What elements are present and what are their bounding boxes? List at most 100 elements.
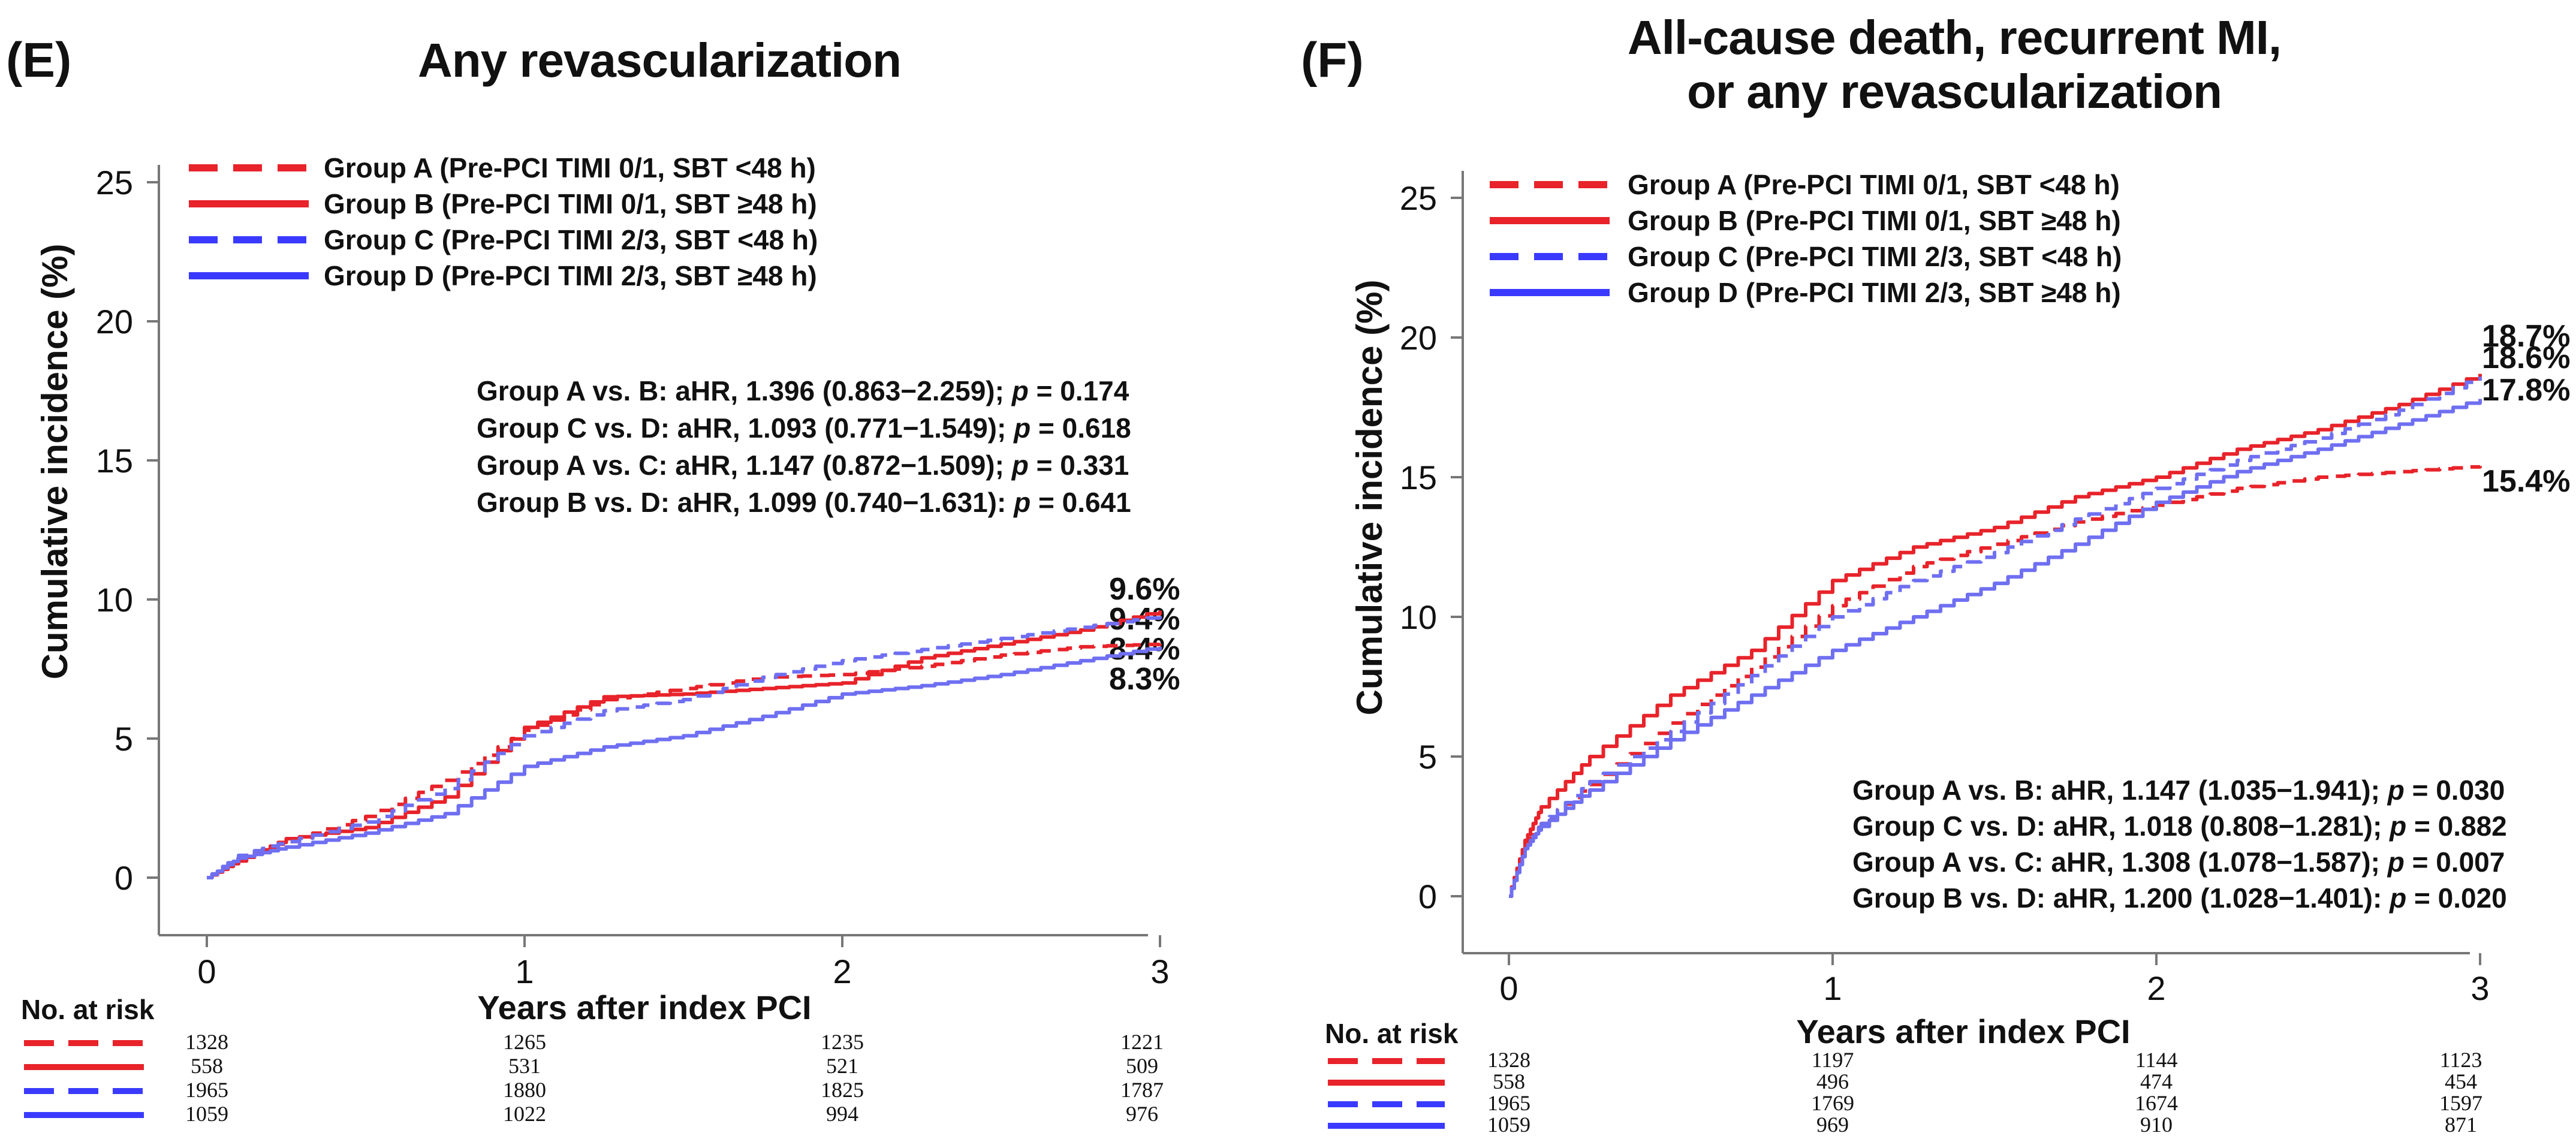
panel-f-yticks: 0 5 10 15 20 25 — [1400, 179, 1463, 915]
panel-f-risk-cell: 910 — [2140, 1113, 2173, 1137]
panel-f-letter: (F) — [1301, 33, 1364, 88]
panel-e-legend: Group A (Pre-PCI TIMI 0/1, SBT <48 h) Gr… — [189, 152, 818, 291]
panel-f-stat-1: Group C vs. D: aHR, 1.018 (0.808−1.281);… — [1852, 810, 2507, 842]
panel-f-end-labels: 18.7% 18.6% 17.8% 15.4% — [2482, 319, 2570, 499]
panel-f-legend-label-d: Group D (Pre-PCI TIMI 2/3, SBT ≥48 h) — [1628, 277, 2121, 308]
panel-f-risk-cell: 558 — [1493, 1069, 1525, 1093]
panel-e-xtick-0: 0 — [197, 953, 216, 990]
panel-e-xtick-1: 1 — [515, 953, 534, 990]
panel-f-legend: Group A (Pre-PCI TIMI 0/1, SBT <48 h) Gr… — [1490, 169, 2122, 308]
panel-f-xtick-2: 2 — [2147, 969, 2165, 1007]
panel-e-risk-cell: 976 — [1126, 1102, 1158, 1126]
panel-f-risk-cell: 969 — [1816, 1113, 1849, 1137]
panel-f-series-line-group-d — [1509, 399, 2482, 898]
panel-f: (F) All-cause death, recurrent MI, or an… — [1301, 11, 2570, 1137]
panel-e-stat-2: Group A vs. C: aHR, 1.147 (0.872−1.509);… — [477, 450, 1129, 481]
panel-e-ytick-25: 25 — [96, 164, 133, 201]
panel-f-ylabel: Cumulative incidence (%) — [1349, 280, 1390, 716]
panel-e-end-labels: 9.6% 9.4% 8.4% 8.3% — [1109, 572, 1180, 697]
panel-e-risk-cell: 509 — [1126, 1054, 1158, 1078]
panel-e-series-line-group-d — [207, 646, 1162, 879]
panel-f-ytick-5: 5 — [1418, 738, 1437, 776]
panel-f-series-line-group-c — [1509, 376, 2482, 898]
panel-e-risk-cell: 531 — [508, 1054, 541, 1078]
panel-e-stats: Group A vs. B: aHR, 1.396 (0.863−2.259);… — [477, 375, 1131, 518]
panel-f-risk-cell: 1597 — [2439, 1091, 2482, 1115]
panel-e-end-label-3: 8.3% — [1109, 662, 1180, 697]
panel-e-risk-title: No. at risk — [21, 994, 155, 1025]
panel-e-xtick-2: 2 — [833, 953, 851, 990]
panel-e-risk-table: No. at risk 1328 1265 1235 1221 558 531 … — [21, 994, 1164, 1126]
panel-f-risk-cell: 1674 — [2135, 1091, 2178, 1115]
panel-f-risk-table: No. at risk 1328 1197 1144 1123 558 496 … — [1325, 1018, 2482, 1137]
panel-e-yticks: 0 5 10 15 20 25 — [96, 164, 159, 897]
panel-f-stat-3: Group B vs. D: aHR, 1.200 (1.028−1.401):… — [1852, 882, 2507, 914]
panel-f-risk-cell: 1328 — [1487, 1048, 1530, 1072]
panel-e-risk-cell: 1880 — [503, 1078, 546, 1102]
panel-e-legend-label-d: Group D (Pre-PCI TIMI 2/3, SBT ≥48 h) — [324, 260, 817, 291]
panel-f-risk-cell: 1197 — [1812, 1048, 1854, 1072]
panel-e-risk-cell: 1787 — [1120, 1078, 1164, 1102]
panel-f-ytick-15: 15 — [1400, 459, 1437, 496]
panel-f-legend-label-b: Group B (Pre-PCI TIMI 0/1, SBT ≥48 h) — [1628, 205, 2121, 236]
panel-f-series-line-group-b — [1509, 373, 2482, 898]
panel-e-risk-cell: 1265 — [503, 1030, 546, 1054]
panel-f-stat-0: Group A vs. B: aHR, 1.147 (1.035−1.941);… — [1852, 775, 2505, 806]
panel-f-risk-cell: 454 — [2445, 1069, 2477, 1093]
panel-f-legend-label-c: Group C (Pre-PCI TIMI 2/3, SBT <48 h) — [1628, 241, 2122, 272]
panel-f-curves — [1509, 373, 2482, 898]
panel-f-xtick-0: 0 — [1499, 969, 1518, 1007]
panel-e-series-line-group-a — [207, 643, 1162, 879]
panel-f-end-label-3: 15.4% — [2482, 464, 2570, 499]
panel-e-risk-cell: 994 — [826, 1102, 858, 1126]
panel-e: (E) Any revascularization Cumulative inc… — [6, 33, 1180, 1126]
panel-e-xticks: 0 1 2 3 — [197, 935, 1170, 990]
panel-e-ytick-5: 5 — [115, 720, 133, 758]
panel-e-legend-label-c: Group C (Pre-PCI TIMI 2/3, SBT <48 h) — [324, 224, 818, 255]
panel-e-series-line-group-c — [207, 616, 1162, 879]
panel-f-risk-cell: 871 — [2445, 1113, 2477, 1137]
panel-f-stat-2: Group A vs. C: aHR, 1.308 (1.078−1.587);… — [1852, 846, 2505, 878]
panel-f-risk-cell: 474 — [2140, 1069, 2173, 1093]
panel-f-xlabel: Years after index PCI — [1796, 1013, 2130, 1050]
panel-e-risk-cell: 1235 — [821, 1030, 864, 1054]
panel-e-stat-0: Group A vs. B: aHR, 1.396 (0.863−2.259);… — [477, 375, 1129, 406]
panel-f-end-label-1: 18.6% — [2482, 341, 2570, 375]
panel-e-risk-cell: 521 — [826, 1054, 858, 1078]
panel-e-end-label-2: 8.4% — [1109, 632, 1180, 667]
panel-f-end-label-0: 18.7% — [2482, 319, 2570, 354]
panel-e-risk-cell: 558 — [191, 1054, 223, 1078]
panel-f-ytick-0: 0 — [1418, 878, 1437, 915]
panel-f-title-line-2: or any revascularization — [1687, 65, 2222, 118]
panel-f-end-label-2: 17.8% — [2482, 373, 2570, 408]
panel-e-stat-3: Group B vs. D: aHR, 1.099 (0.740−1.631):… — [477, 487, 1131, 518]
panel-e-risk-cell: 1965 — [185, 1078, 228, 1102]
panel-f-risk-cell: 1965 — [1487, 1091, 1530, 1115]
panel-e-risk-cell: 1825 — [821, 1078, 864, 1102]
panel-e-curves — [207, 610, 1162, 879]
panel-e-xtick-3: 3 — [1150, 953, 1169, 990]
panel-f-stats: Group A vs. B: aHR, 1.147 (1.035−1.941);… — [1852, 775, 2507, 914]
panel-f-risk-cell: 496 — [1816, 1069, 1849, 1093]
panel-f-ytick-20: 20 — [1400, 319, 1437, 357]
panel-f-ytick-10: 10 — [1400, 598, 1437, 636]
panel-e-legend-label-a: Group A (Pre-PCI TIMI 0/1, SBT <48 h) — [324, 152, 816, 183]
panel-e-ylabel: Cumulative incidence (%) — [35, 244, 75, 680]
panel-f-risk-cell: 1144 — [2135, 1048, 2178, 1072]
panel-e-ytick-20: 20 — [96, 303, 133, 341]
panel-f-xtick-1: 1 — [1823, 969, 1842, 1007]
panel-e-risk-cell: 1328 — [185, 1030, 228, 1054]
panel-e-legend-label-b: Group B (Pre-PCI TIMI 0/1, SBT ≥48 h) — [324, 188, 817, 219]
panel-e-ytick-15: 15 — [96, 442, 133, 480]
panel-f-risk-cell: 1123 — [2440, 1048, 2482, 1072]
panel-f-ytick-25: 25 — [1400, 179, 1437, 217]
panel-e-risk-cell: 1221 — [1120, 1030, 1164, 1054]
panel-f-xticks: 0 1 2 3 — [1499, 953, 2490, 1007]
panel-f-risk-cell: 1059 — [1487, 1113, 1530, 1137]
panel-f-risk-title: No. at risk — [1325, 1018, 1459, 1049]
panel-f-risk-cell: 1769 — [1811, 1091, 1854, 1115]
panel-e-risk-cell: 1059 — [185, 1102, 228, 1126]
panel-f-legend-label-a: Group A (Pre-PCI TIMI 0/1, SBT <48 h) — [1628, 169, 2120, 200]
panel-e-letter: (E) — [6, 33, 71, 88]
